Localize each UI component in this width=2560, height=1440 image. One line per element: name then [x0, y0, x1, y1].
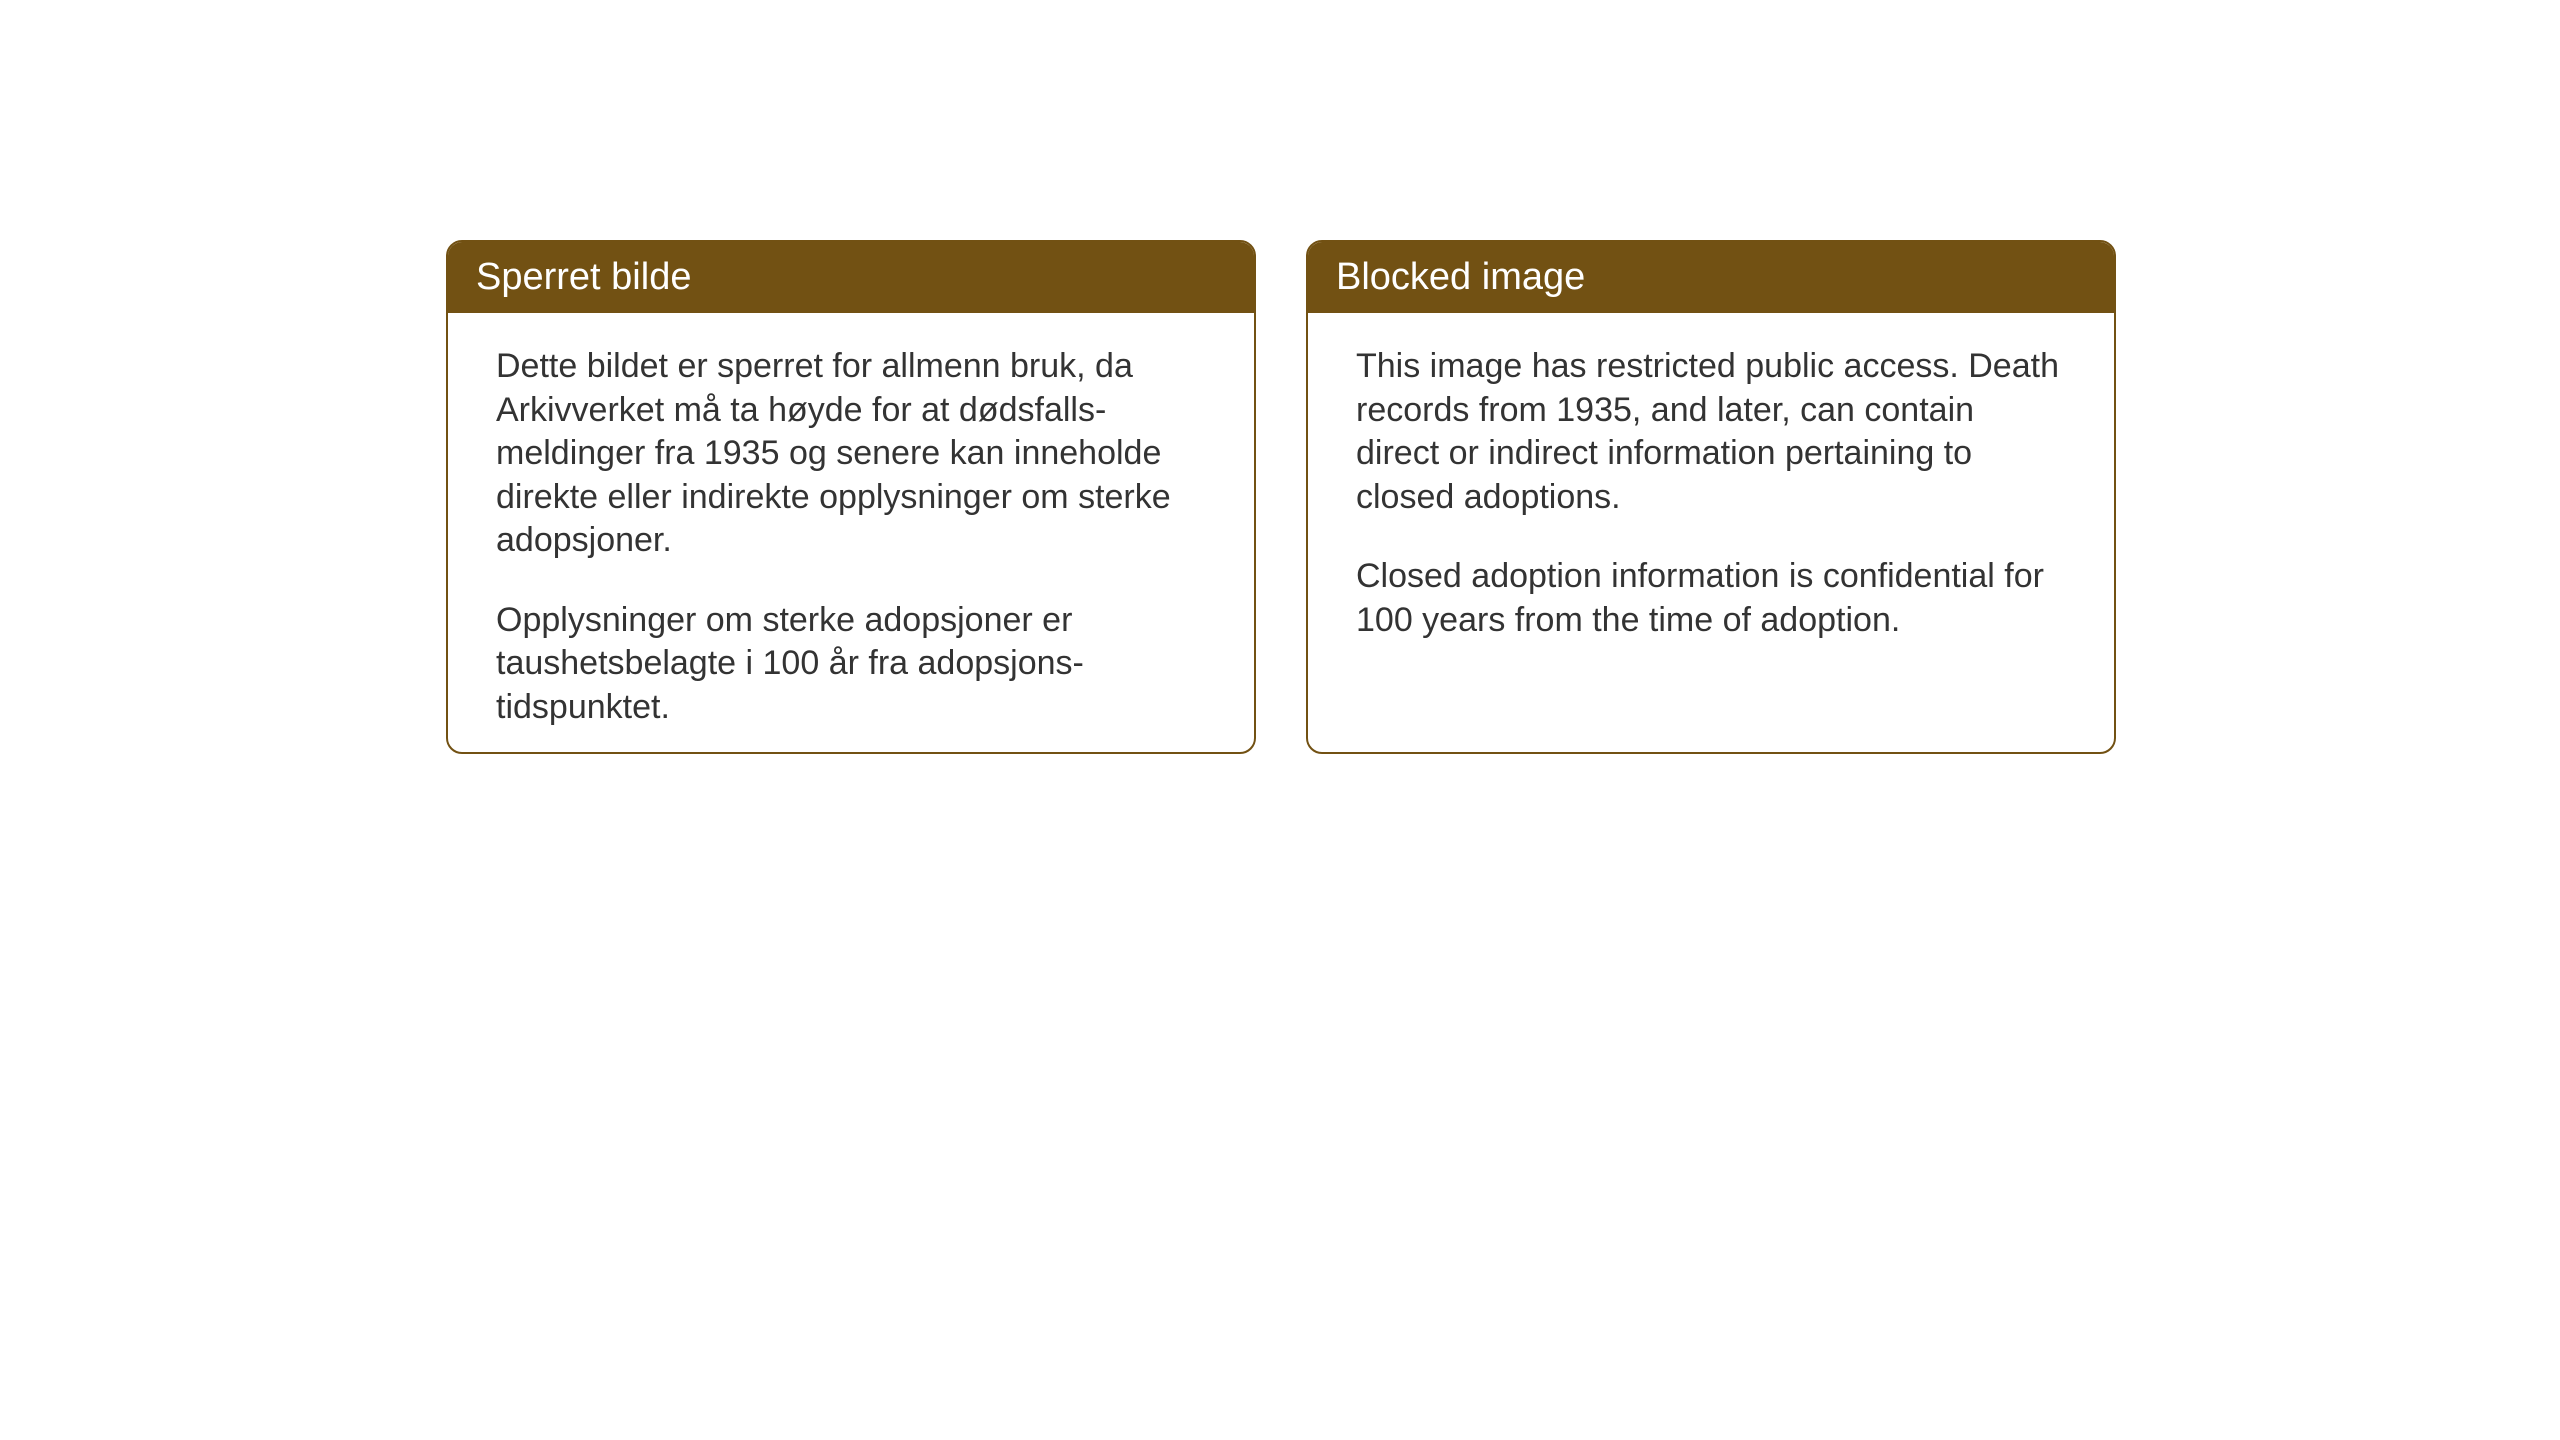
- english-paragraph-1: This image has restricted public access.…: [1356, 345, 2066, 519]
- norwegian-paragraph-1: Dette bildet er sperret for allmenn bruk…: [496, 345, 1206, 563]
- notification-cards-container: Sperret bilde Dette bildet er sperret fo…: [446, 240, 2116, 754]
- english-notice-card: Blocked image This image has restricted …: [1306, 240, 2116, 754]
- norwegian-card-body: Dette bildet er sperret for allmenn bruk…: [448, 313, 1254, 754]
- norwegian-card-title: Sperret bilde: [448, 242, 1254, 313]
- english-card-body: This image has restricted public access.…: [1308, 313, 2114, 674]
- norwegian-paragraph-2: Opplysninger om sterke adopsjoner er tau…: [496, 599, 1206, 730]
- norwegian-notice-card: Sperret bilde Dette bildet er sperret fo…: [446, 240, 1256, 754]
- english-card-title: Blocked image: [1308, 242, 2114, 313]
- english-paragraph-2: Closed adoption information is confident…: [1356, 555, 2066, 642]
